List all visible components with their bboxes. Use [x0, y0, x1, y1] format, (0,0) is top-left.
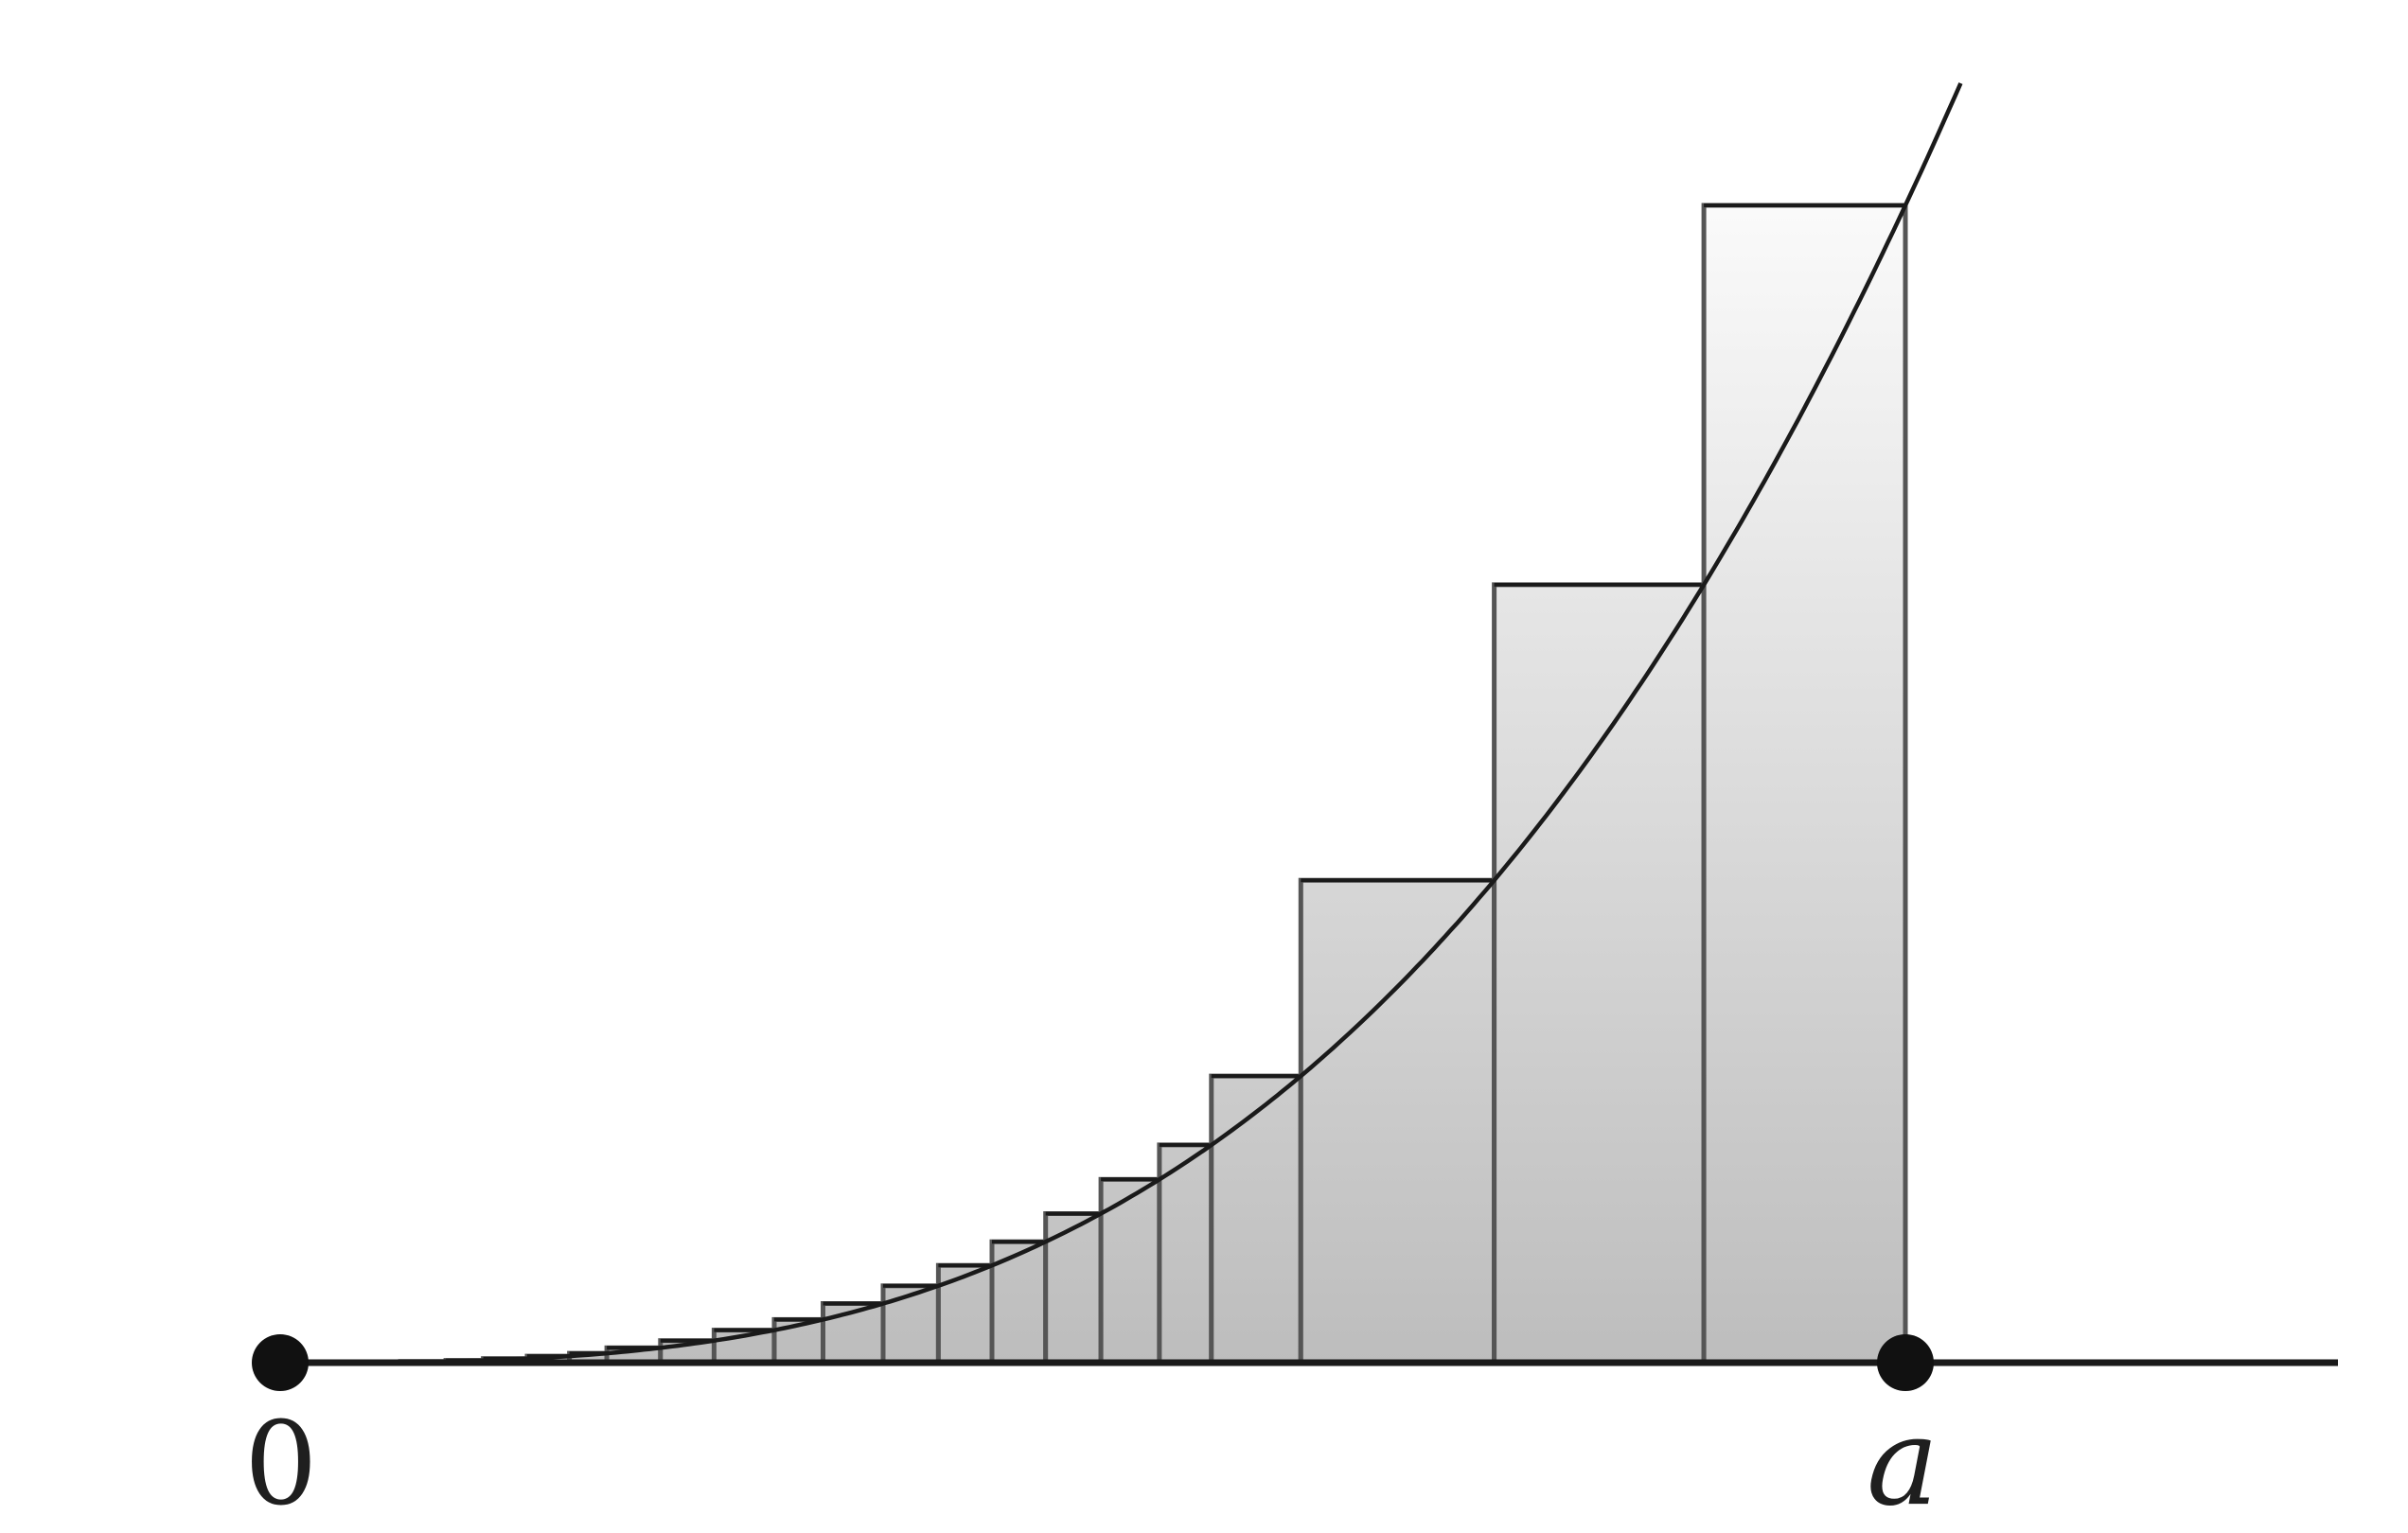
riemann-rectangle: [1492, 582, 1707, 1366]
endpoint-a-point: [1877, 1334, 1934, 1391]
riemann-rectangle: [880, 1283, 941, 1366]
riemann-rectangle: [1701, 203, 1908, 1366]
riemann-rectangle: [1209, 1073, 1303, 1366]
riemann-rectangle: [1298, 877, 1497, 1366]
origin-label: 0: [244, 1397, 318, 1531]
riemann-rectangle: [1157, 1142, 1214, 1366]
endpoint-label: a: [1867, 1392, 1939, 1533]
riemann-rectangle: [935, 1262, 995, 1366]
origin-point: [252, 1334, 309, 1391]
curve: [280, 82, 1963, 1366]
rectangles-group: [398, 203, 1908, 1366]
